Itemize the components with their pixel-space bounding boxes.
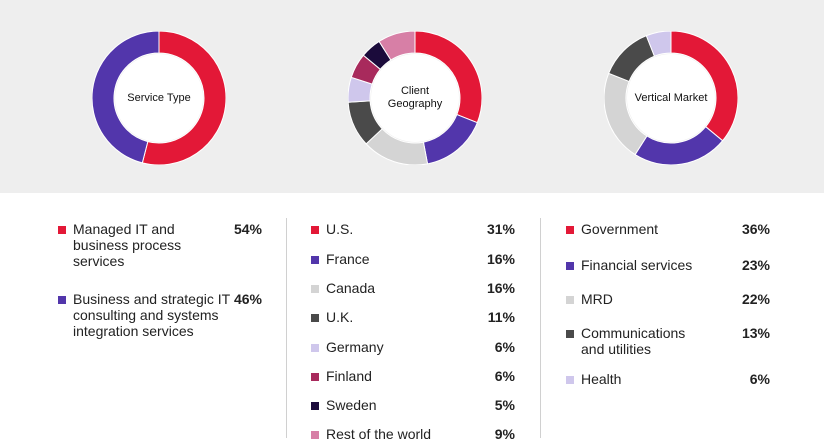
legend-label: Government xyxy=(581,221,659,237)
legend-swatch xyxy=(311,373,319,381)
legend-swatch xyxy=(566,376,574,384)
legend-value: 16% xyxy=(486,251,515,267)
legend-item-financial-services: Financial services 23% xyxy=(566,257,770,275)
legend-label: Communications and utilities xyxy=(581,325,686,357)
client-geography-donut-title: Client Geography xyxy=(387,85,443,110)
vertical-market-donut: Vertical Market xyxy=(604,31,738,165)
legend-value: 9% xyxy=(494,426,515,442)
legend-swatch xyxy=(311,285,319,293)
donut-slice-business-and-strategic-it-consulting-and-systems-integration-services xyxy=(92,31,160,164)
donut-slice-rest-of-the-world xyxy=(378,31,416,61)
legend-value: 6% xyxy=(494,339,515,355)
service-type-donut: Service Type xyxy=(92,31,226,165)
legend-value: 16% xyxy=(486,280,515,296)
vertical-market-donut-svg xyxy=(604,31,738,165)
legend-label: MRD xyxy=(581,291,613,307)
legend-item-mrd: MRD 22% xyxy=(566,291,770,309)
legend-value: 23% xyxy=(741,257,770,273)
legend-label: Financial services xyxy=(581,257,693,273)
legend-swatch xyxy=(58,296,66,304)
legend-item-business-strategic-it: Business and strategic IT consulting and… xyxy=(58,291,262,357)
legend-label: U.S. xyxy=(326,221,354,237)
client-geography-donut-svg xyxy=(348,31,482,165)
legend-swatch xyxy=(566,330,574,338)
legend-value: 46% xyxy=(233,291,262,307)
legend-item-us: U.S. 31% xyxy=(311,221,515,239)
donut-center xyxy=(115,54,203,142)
legend-label: Business and strategic IT consulting and… xyxy=(73,291,230,339)
legend-label: Germany xyxy=(326,339,384,355)
legend-swatch xyxy=(566,296,574,304)
donut-slice-health xyxy=(645,31,672,57)
legend-label: Managed IT and business process services xyxy=(73,221,182,269)
legend-item-communications-utilities: Communications and utilities 13% xyxy=(566,325,770,359)
legend-swatch xyxy=(311,226,319,234)
legend-value: 5% xyxy=(494,397,515,413)
legend-item-government: Government 36% xyxy=(566,221,770,239)
legend-label: Canada xyxy=(326,280,376,296)
legend-swatch xyxy=(311,402,319,410)
legend-value: 6% xyxy=(494,368,515,384)
legend-item-sweden: Sweden 5% xyxy=(311,397,515,415)
legend-value: 13% xyxy=(741,325,770,341)
legend-swatch xyxy=(311,344,319,352)
legend-label: Health xyxy=(581,371,622,387)
donut-center xyxy=(371,54,459,142)
legend-label: U.K. xyxy=(326,309,354,325)
legend-label: Finland xyxy=(326,368,372,384)
legend-value: 11% xyxy=(487,309,515,325)
service-type-donut-svg xyxy=(92,31,226,165)
legend-value: 22% xyxy=(741,291,770,307)
legend-swatch xyxy=(566,226,574,234)
legend-item-rest-of-world: Rest of the world 9% xyxy=(311,426,515,444)
legend-value: 31% xyxy=(486,221,515,237)
legend-label: Sweden xyxy=(326,397,377,413)
donut-center xyxy=(627,54,715,142)
client-geography-donut: Client Geography xyxy=(348,31,482,165)
legend-item-germany: Germany 6% xyxy=(311,339,515,357)
legend-divider-2 xyxy=(540,218,541,438)
legend-swatch xyxy=(311,431,319,439)
legend-value: 54% xyxy=(233,221,262,237)
vertical-market-donut-title: Vertical Market xyxy=(634,91,708,104)
legend-item-uk: U.K. 11% xyxy=(311,309,515,327)
legend-swatch xyxy=(311,314,319,322)
legend-item-health: Health 6% xyxy=(566,371,770,389)
legend-value: 36% xyxy=(741,221,770,237)
donut-slice-managed-it-and-business-process-services xyxy=(141,31,226,165)
legend-swatch xyxy=(311,256,319,264)
legend-swatch xyxy=(566,262,574,270)
service-type-donut-title: Service Type xyxy=(127,91,191,104)
legend-item-canada: Canada 16% xyxy=(311,280,515,298)
legend-divider-1 xyxy=(286,218,287,438)
legend-label: Rest of the world xyxy=(326,426,432,442)
legend-swatch xyxy=(58,226,66,234)
legend-item-finland: Finland 6% xyxy=(311,368,515,386)
legend-item-managed-it: Managed IT and business process services… xyxy=(58,221,262,271)
legend-label: France xyxy=(326,251,370,267)
legend-item-france: France 16% xyxy=(311,251,515,269)
legend-value: 6% xyxy=(749,371,770,387)
